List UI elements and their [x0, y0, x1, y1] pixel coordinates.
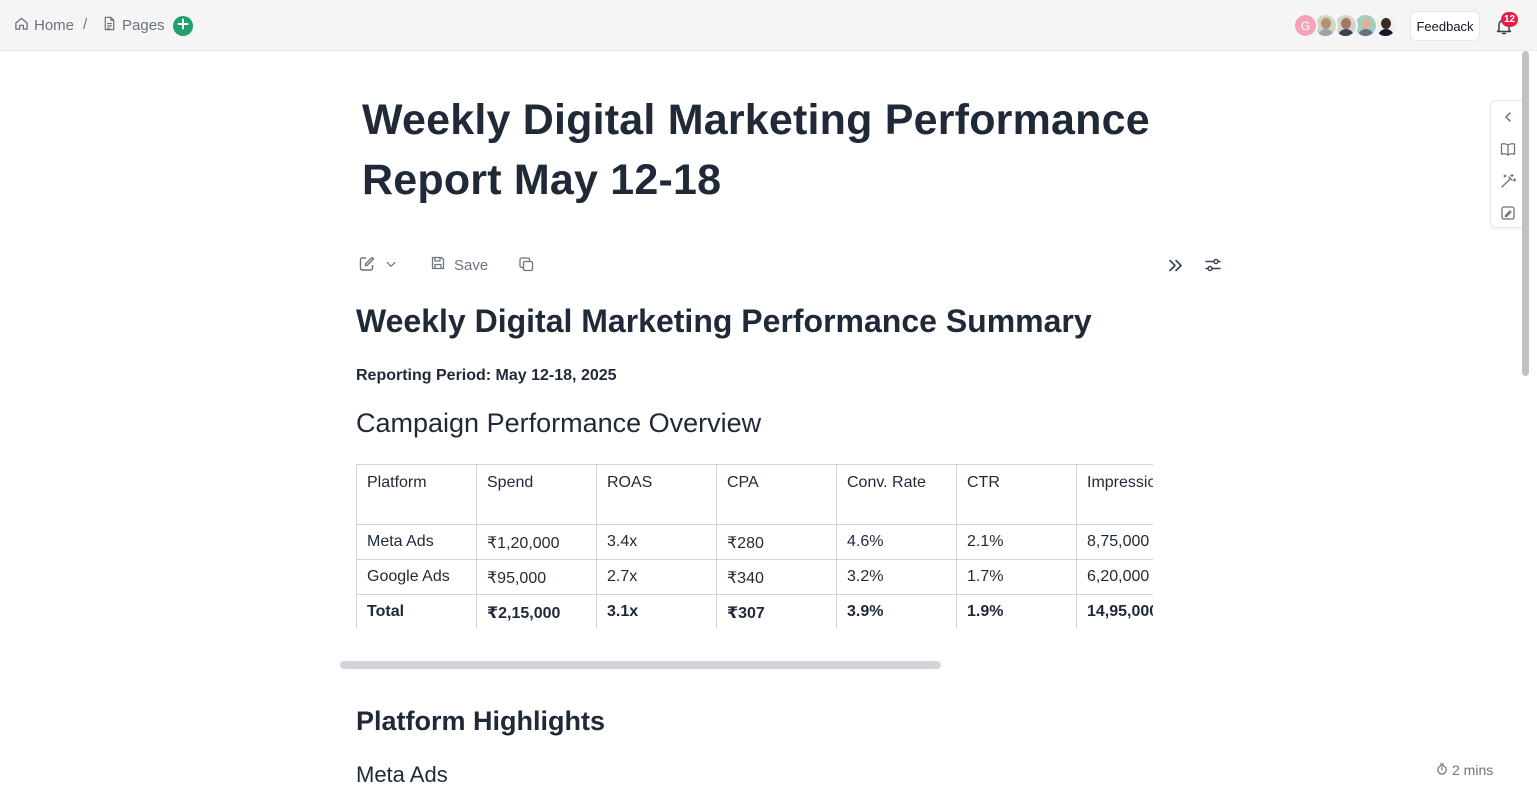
performance-table-grid: Platform Spend ROAS CPA Conv. Rate CTR I… — [356, 464, 1153, 629]
magic-wand-icon[interactable] — [1500, 173, 1517, 189]
page-title[interactable]: Weekly Digital Marketing Performance Rep… — [362, 96, 1150, 204]
table-row: Meta Ads ₹1,20,000 3.4x ₹280 4.6% 2.1% 8… — [356, 524, 1153, 560]
read-time: 2 mins — [1436, 762, 1493, 778]
column-header: CPA — [716, 464, 837, 525]
table-cell: Google Ads — [356, 559, 477, 595]
table-header-row: Platform Spend ROAS CPA Conv. Rate CTR I… — [356, 464, 1153, 525]
table-cell: 2.1% — [956, 524, 1077, 560]
table-cell: 8,75,000 — [1076, 524, 1153, 560]
column-header: Platform — [356, 464, 477, 525]
save-label: Save — [454, 256, 489, 274]
table-cell: ₹1,20,000 — [476, 524, 597, 560]
edit-icon — [358, 255, 376, 278]
table-cell: 4.6% — [836, 524, 957, 560]
chevron-down-icon — [384, 257, 398, 276]
column-header: ROAS — [596, 464, 717, 525]
breadcrumb-pages[interactable]: Pages — [102, 16, 165, 35]
table-row: Google Ads ₹95,000 2.7x ₹340 3.2% 1.7% 6… — [356, 559, 1153, 595]
add-page-button[interactable] — [173, 16, 193, 36]
table-cell: Total — [356, 594, 477, 629]
table-cell: ₹2,15,000 — [476, 594, 597, 629]
table-cell: ₹307 — [716, 594, 837, 629]
save-icon — [430, 255, 446, 275]
notification-badge: 12 — [1501, 12, 1519, 27]
table-cell: 14,95,000 — [1076, 594, 1153, 629]
section-heading-highlights: Platform Highlights — [356, 706, 605, 736]
table-cell: ₹95,000 — [476, 559, 597, 595]
edit-box-icon[interactable] — [1500, 205, 1516, 221]
edit-mode-button[interactable] — [358, 255, 398, 278]
table-horizontal-scrollbar[interactable] — [340, 661, 941, 669]
column-header: Conv. Rate — [836, 464, 957, 525]
collaborator-avatars[interactable]: G — [1293, 13, 1403, 38]
column-header: CTR — [956, 464, 1077, 525]
book-icon[interactable] — [1500, 141, 1516, 157]
copy-button[interactable] — [518, 256, 535, 278]
column-header: Spend — [476, 464, 597, 525]
read-time-label: 2 mins — [1452, 762, 1494, 778]
right-side-rail — [1490, 100, 1525, 228]
plus-icon — [177, 17, 189, 35]
breadcrumb-home-label: Home — [34, 17, 75, 34]
settings-icon — [1204, 258, 1222, 278]
feedback-button[interactable]: Feedback — [1410, 11, 1480, 41]
avatar[interactable]: G — [1293, 13, 1318, 38]
table-cell: 2.7x — [596, 559, 717, 595]
expand-icon — [1166, 259, 1185, 279]
save-button[interactable]: Save — [430, 255, 488, 275]
performance-table[interactable]: Platform Spend ROAS CPA Conv. Rate CTR I… — [356, 464, 1153, 629]
reporting-period: Reporting Period: May 12-18, 2025 — [356, 367, 617, 384]
breadcrumb-separator: / — [83, 16, 88, 33]
table-total-row: Total ₹2,15,000 3.1x ₹307 3.9% 1.9% 14,9… — [356, 594, 1153, 629]
column-header: Impressions — [1076, 464, 1153, 525]
table-cell: 3.2% — [836, 559, 957, 595]
table-cell: 1.9% — [956, 594, 1077, 629]
subsection-heading-meta: Meta Ads — [356, 762, 448, 787]
chevron-left-icon[interactable] — [1500, 109, 1516, 125]
table-cell: 3.9% — [836, 594, 957, 629]
avatar[interactable] — [1353, 13, 1378, 38]
page-scrollbar-thumb[interactable] — [1522, 51, 1529, 376]
table-cell: 3.1x — [596, 594, 717, 629]
section-heading-overview: Campaign Performance Overview — [356, 408, 762, 438]
document-heading: Weekly Digital Marketing Performance Sum… — [356, 303, 1092, 339]
timer-icon — [1436, 762, 1448, 778]
table-cell: ₹340 — [716, 559, 837, 595]
table-cell: 1.7% — [956, 559, 1077, 595]
home-icon — [14, 16, 29, 35]
table-cell: 3.4x — [596, 524, 717, 560]
settings-button[interactable] — [1204, 256, 1222, 279]
table-cell: ₹280 — [716, 524, 837, 560]
expand-button[interactable] — [1166, 256, 1185, 280]
copy-icon — [518, 257, 535, 277]
document-icon — [102, 16, 117, 35]
table-cell: 6,20,000 — [1076, 559, 1153, 595]
breadcrumb-home[interactable]: Home — [14, 16, 74, 35]
table-cell: Meta Ads — [356, 524, 477, 560]
top-bar: Home / Pages G Feedback 12 — [0, 0, 1537, 51]
breadcrumb-pages-label: Pages — [122, 17, 165, 34]
